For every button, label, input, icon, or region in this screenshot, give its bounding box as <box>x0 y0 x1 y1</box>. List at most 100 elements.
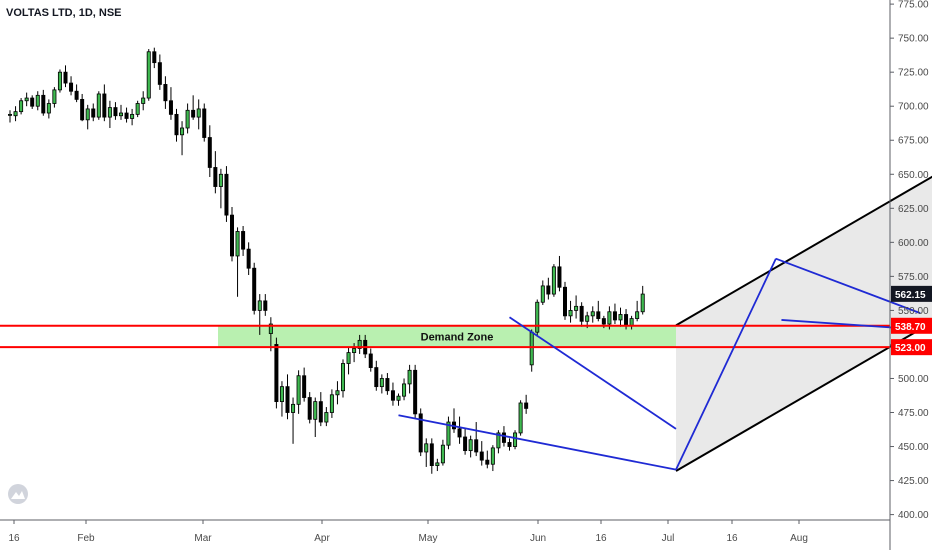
candle-down <box>485 459 490 465</box>
candle-up <box>424 443 429 453</box>
candle-up <box>324 412 329 423</box>
candle-up <box>607 311 612 325</box>
y-tick-label: 625.00 <box>898 204 929 215</box>
candle-down <box>163 84 168 102</box>
candle-down <box>285 386 290 413</box>
candle-up <box>279 386 284 403</box>
pattern-trend-line <box>398 414 677 471</box>
candle-up <box>135 103 140 115</box>
candle-up <box>141 97 146 104</box>
candle-up <box>496 432 501 449</box>
candle-down <box>152 51 157 64</box>
candle-up <box>529 331 534 366</box>
level-price-label: 538.70 <box>895 322 926 333</box>
x-tick-label: May <box>419 533 438 544</box>
x-tick-label: 16 <box>595 533 607 544</box>
candle-up <box>268 323 273 334</box>
y-tick-label: 700.00 <box>898 102 929 113</box>
candle-down <box>418 413 423 453</box>
candle-down <box>429 443 434 466</box>
candle-up <box>357 339 362 349</box>
candle-up <box>335 390 340 396</box>
y-tick-label: 575.00 <box>898 272 929 283</box>
y-tick-label: 425.00 <box>898 476 929 487</box>
candle-up <box>346 352 351 364</box>
candle-up <box>7 113 12 116</box>
candle-up <box>24 97 29 102</box>
candle-up <box>13 111 18 117</box>
candle-down <box>557 266 562 288</box>
candle-down <box>318 401 323 423</box>
pattern-trend-line <box>508 316 677 430</box>
candle-down <box>91 108 96 118</box>
candle-up <box>446 421 451 446</box>
candle-down <box>124 112 129 119</box>
candle-up <box>218 173 223 187</box>
candle-up <box>635 311 640 319</box>
candle-up <box>574 305 579 311</box>
candle-up <box>96 93 101 118</box>
candle-up <box>585 315 590 322</box>
candle-down <box>157 62 162 85</box>
candle-up <box>590 311 595 317</box>
candle-down <box>174 113 179 136</box>
pattern-trend-line <box>675 258 777 471</box>
candle-down <box>479 451 484 461</box>
candle-down <box>30 97 35 107</box>
x-tick-label: Jun <box>530 533 546 544</box>
current-price-tag <box>891 285 932 302</box>
candle-up <box>440 444 445 464</box>
candle-down <box>474 439 479 453</box>
candle-up <box>379 378 384 388</box>
x-tick-label: Mar <box>194 533 212 544</box>
candle-up <box>46 103 51 114</box>
tradingview-logo-icon <box>8 484 28 504</box>
candle-down <box>80 99 85 121</box>
candle-up <box>540 285 545 303</box>
candle-down <box>307 397 312 420</box>
x-tick-label: Apr <box>314 533 330 544</box>
candle-down <box>202 108 207 138</box>
x-tick-label: Jul <box>662 533 675 544</box>
candle-down <box>241 231 246 250</box>
candle-down <box>385 378 390 392</box>
candle-down <box>612 311 617 321</box>
level-price-label: 523.00 <box>895 343 926 354</box>
x-tick-label: Feb <box>77 533 95 544</box>
x-tick-label: 16 <box>8 533 20 544</box>
channel-lower-line <box>675 321 932 472</box>
candle-down <box>390 390 395 401</box>
candle-up <box>296 375 301 405</box>
y-tick-label: 650.00 <box>898 170 929 181</box>
y-tick-label: 475.00 <box>898 408 929 419</box>
candle-down <box>302 375 307 398</box>
candle-up <box>402 383 407 397</box>
y-tick-label: 400.00 <box>898 510 929 521</box>
candle-down <box>113 107 118 117</box>
candle-down <box>229 214 234 257</box>
y-tick-label: 450.00 <box>898 442 929 453</box>
candle-up <box>185 109 190 129</box>
candle-down <box>413 369 418 415</box>
candle-down <box>507 442 512 447</box>
y-tick-label: 550.00 <box>898 306 929 317</box>
channel-upper-line <box>675 175 932 327</box>
channel-fill <box>676 176 932 472</box>
candle-up <box>196 108 201 118</box>
candle-up <box>518 402 523 434</box>
candle-down <box>546 285 551 295</box>
candle-up <box>629 318 634 326</box>
candle-down <box>252 267 257 311</box>
candle-up <box>435 462 440 466</box>
candle-down <box>457 428 462 438</box>
candle-up <box>107 107 112 118</box>
candle-down <box>168 100 173 115</box>
pattern-line-layer <box>0 257 921 471</box>
candle-up <box>130 113 135 119</box>
candle-down <box>102 93 107 118</box>
candle-down <box>579 305 584 322</box>
candle-up <box>407 369 412 385</box>
candle-up <box>35 94 40 107</box>
candle-up <box>313 401 318 420</box>
